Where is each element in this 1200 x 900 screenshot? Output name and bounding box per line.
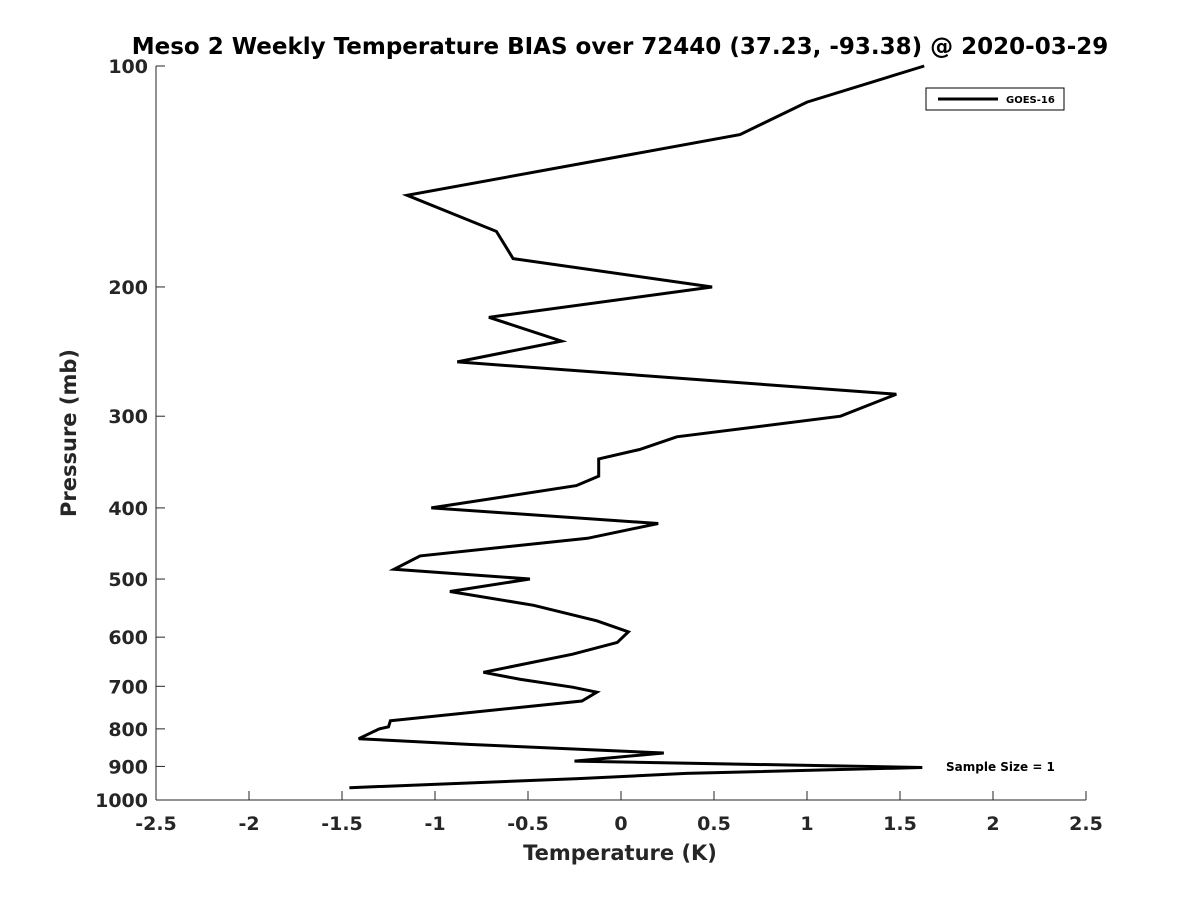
sample-size-annotation: Sample Size = 1 xyxy=(946,760,1055,774)
y-tick-label: 800 xyxy=(108,719,148,741)
y-tick-label: 1000 xyxy=(95,790,148,812)
x-axis-ticks: -2.5 -2 -1.5 -1 -0.5 0 0.5 1 1.5 2 2.5 xyxy=(135,791,1103,835)
y-tick-label: 200 xyxy=(108,277,148,299)
y-tick-label: 900 xyxy=(108,756,148,778)
x-tick-label: -0.5 xyxy=(507,813,549,835)
x-tick-label: 1.5 xyxy=(883,813,917,835)
x-tick-label: 1 xyxy=(800,813,813,835)
x-tick-label: 0 xyxy=(614,813,627,835)
x-tick-label: 0.5 xyxy=(697,813,731,835)
series-line-goes-16 xyxy=(349,64,925,790)
y-axis-ticks: 100 200 300 400 500 600 700 800 900 1000 xyxy=(95,56,165,812)
legend: GOES-16 xyxy=(925,87,1065,111)
x-axis-label: Temperature (K) xyxy=(523,841,717,865)
x-tick-label: 2 xyxy=(986,813,999,835)
x-tick-label: -2.5 xyxy=(135,813,177,835)
x-tick-label: -1 xyxy=(424,813,445,835)
x-tick-label: -2 xyxy=(238,813,259,835)
series-group xyxy=(349,64,925,790)
chart-title: Meso 2 Weekly Temperature BIAS over 7244… xyxy=(132,34,1109,60)
legend-entry-goes-16: GOES-16 xyxy=(1006,95,1055,106)
x-tick-label: 2.5 xyxy=(1069,813,1103,835)
y-tick-label: 600 xyxy=(108,627,148,649)
y-tick-label: 400 xyxy=(108,498,148,520)
y-tick-label: 100 xyxy=(108,56,148,78)
y-tick-label: 300 xyxy=(108,406,148,428)
x-tick-label: -1.5 xyxy=(321,813,363,835)
y-tick-label: 700 xyxy=(108,676,148,698)
y-axis-label: Pressure (mb) xyxy=(57,349,81,517)
y-tick-label: 500 xyxy=(108,569,148,591)
